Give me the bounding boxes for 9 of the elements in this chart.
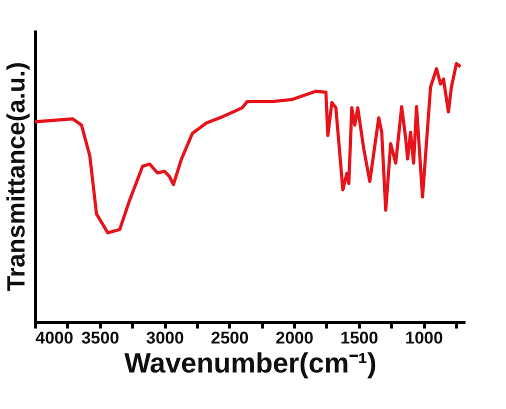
x-axis-title: Wavenumber(cm⁻¹) — [124, 348, 377, 378]
x-tick-label: 3000 — [146, 328, 184, 348]
x-tick-label: 3500 — [81, 328, 120, 348]
x-tick-label: 1500 — [340, 328, 378, 348]
y-axis-title: Transmittance(a.u.) — [2, 62, 30, 292]
x-tick-label: 1000 — [405, 328, 443, 348]
x-tick-label: 2500 — [210, 328, 249, 348]
x-tick-label: 4000 — [36, 328, 74, 348]
x-tick-label: 2000 — [276, 328, 314, 348]
